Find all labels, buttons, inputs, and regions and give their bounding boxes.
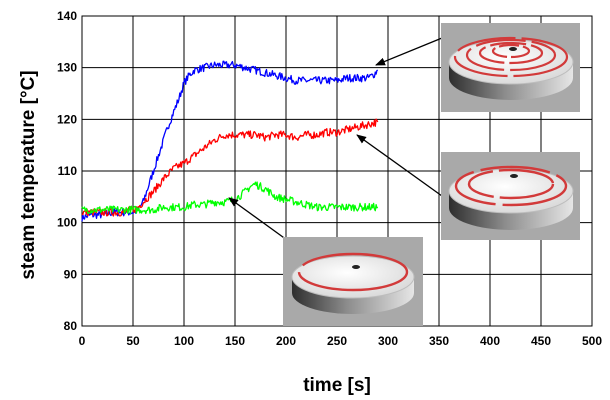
x-tick-label: 450 xyxy=(531,334,551,348)
y-tick-label: 90 xyxy=(64,267,78,281)
x-tick-label: 500 xyxy=(582,334,602,348)
y-tick-label: 130 xyxy=(57,61,77,75)
arrow-to-red-curve xyxy=(356,134,443,197)
arrow-to-blue-curve xyxy=(375,37,443,66)
series-line-0 xyxy=(81,60,378,222)
x-tick-label: 400 xyxy=(480,334,500,348)
x-tick-label: 50 xyxy=(126,334,140,348)
y-tick-label: 80 xyxy=(64,319,78,333)
y-tick-label: 140 xyxy=(57,9,77,23)
series-line-1 xyxy=(81,118,379,217)
y-axis-label: steam temperature [°C] xyxy=(18,70,39,279)
x-tick-label: 150 xyxy=(225,334,245,348)
y-tick-label: 120 xyxy=(57,112,77,126)
y-tick-label: 100 xyxy=(57,216,77,230)
x-tick-label: 200 xyxy=(276,334,296,348)
x-tick-label: 0 xyxy=(79,334,86,348)
arrow-to-green-curve xyxy=(228,197,288,241)
disk-photo-multi-ring xyxy=(441,23,580,112)
x-tick-label: 300 xyxy=(378,334,398,348)
tick-labels: 0 50 100 150 200 250 300 350 400 450 500 80 90 100 110… xyxy=(57,9,602,348)
x-tick-label: 100 xyxy=(174,334,194,348)
x-tick-label: 350 xyxy=(429,334,449,348)
series-layer xyxy=(81,60,379,222)
series-line-2 xyxy=(81,181,379,215)
disk-photo-single-ring xyxy=(283,237,423,326)
disk-photo-two-ring xyxy=(441,152,580,240)
x-axis-label: time [s] xyxy=(303,375,371,396)
x-tick-label: 250 xyxy=(327,334,347,348)
y-tick-label: 110 xyxy=(58,164,78,178)
